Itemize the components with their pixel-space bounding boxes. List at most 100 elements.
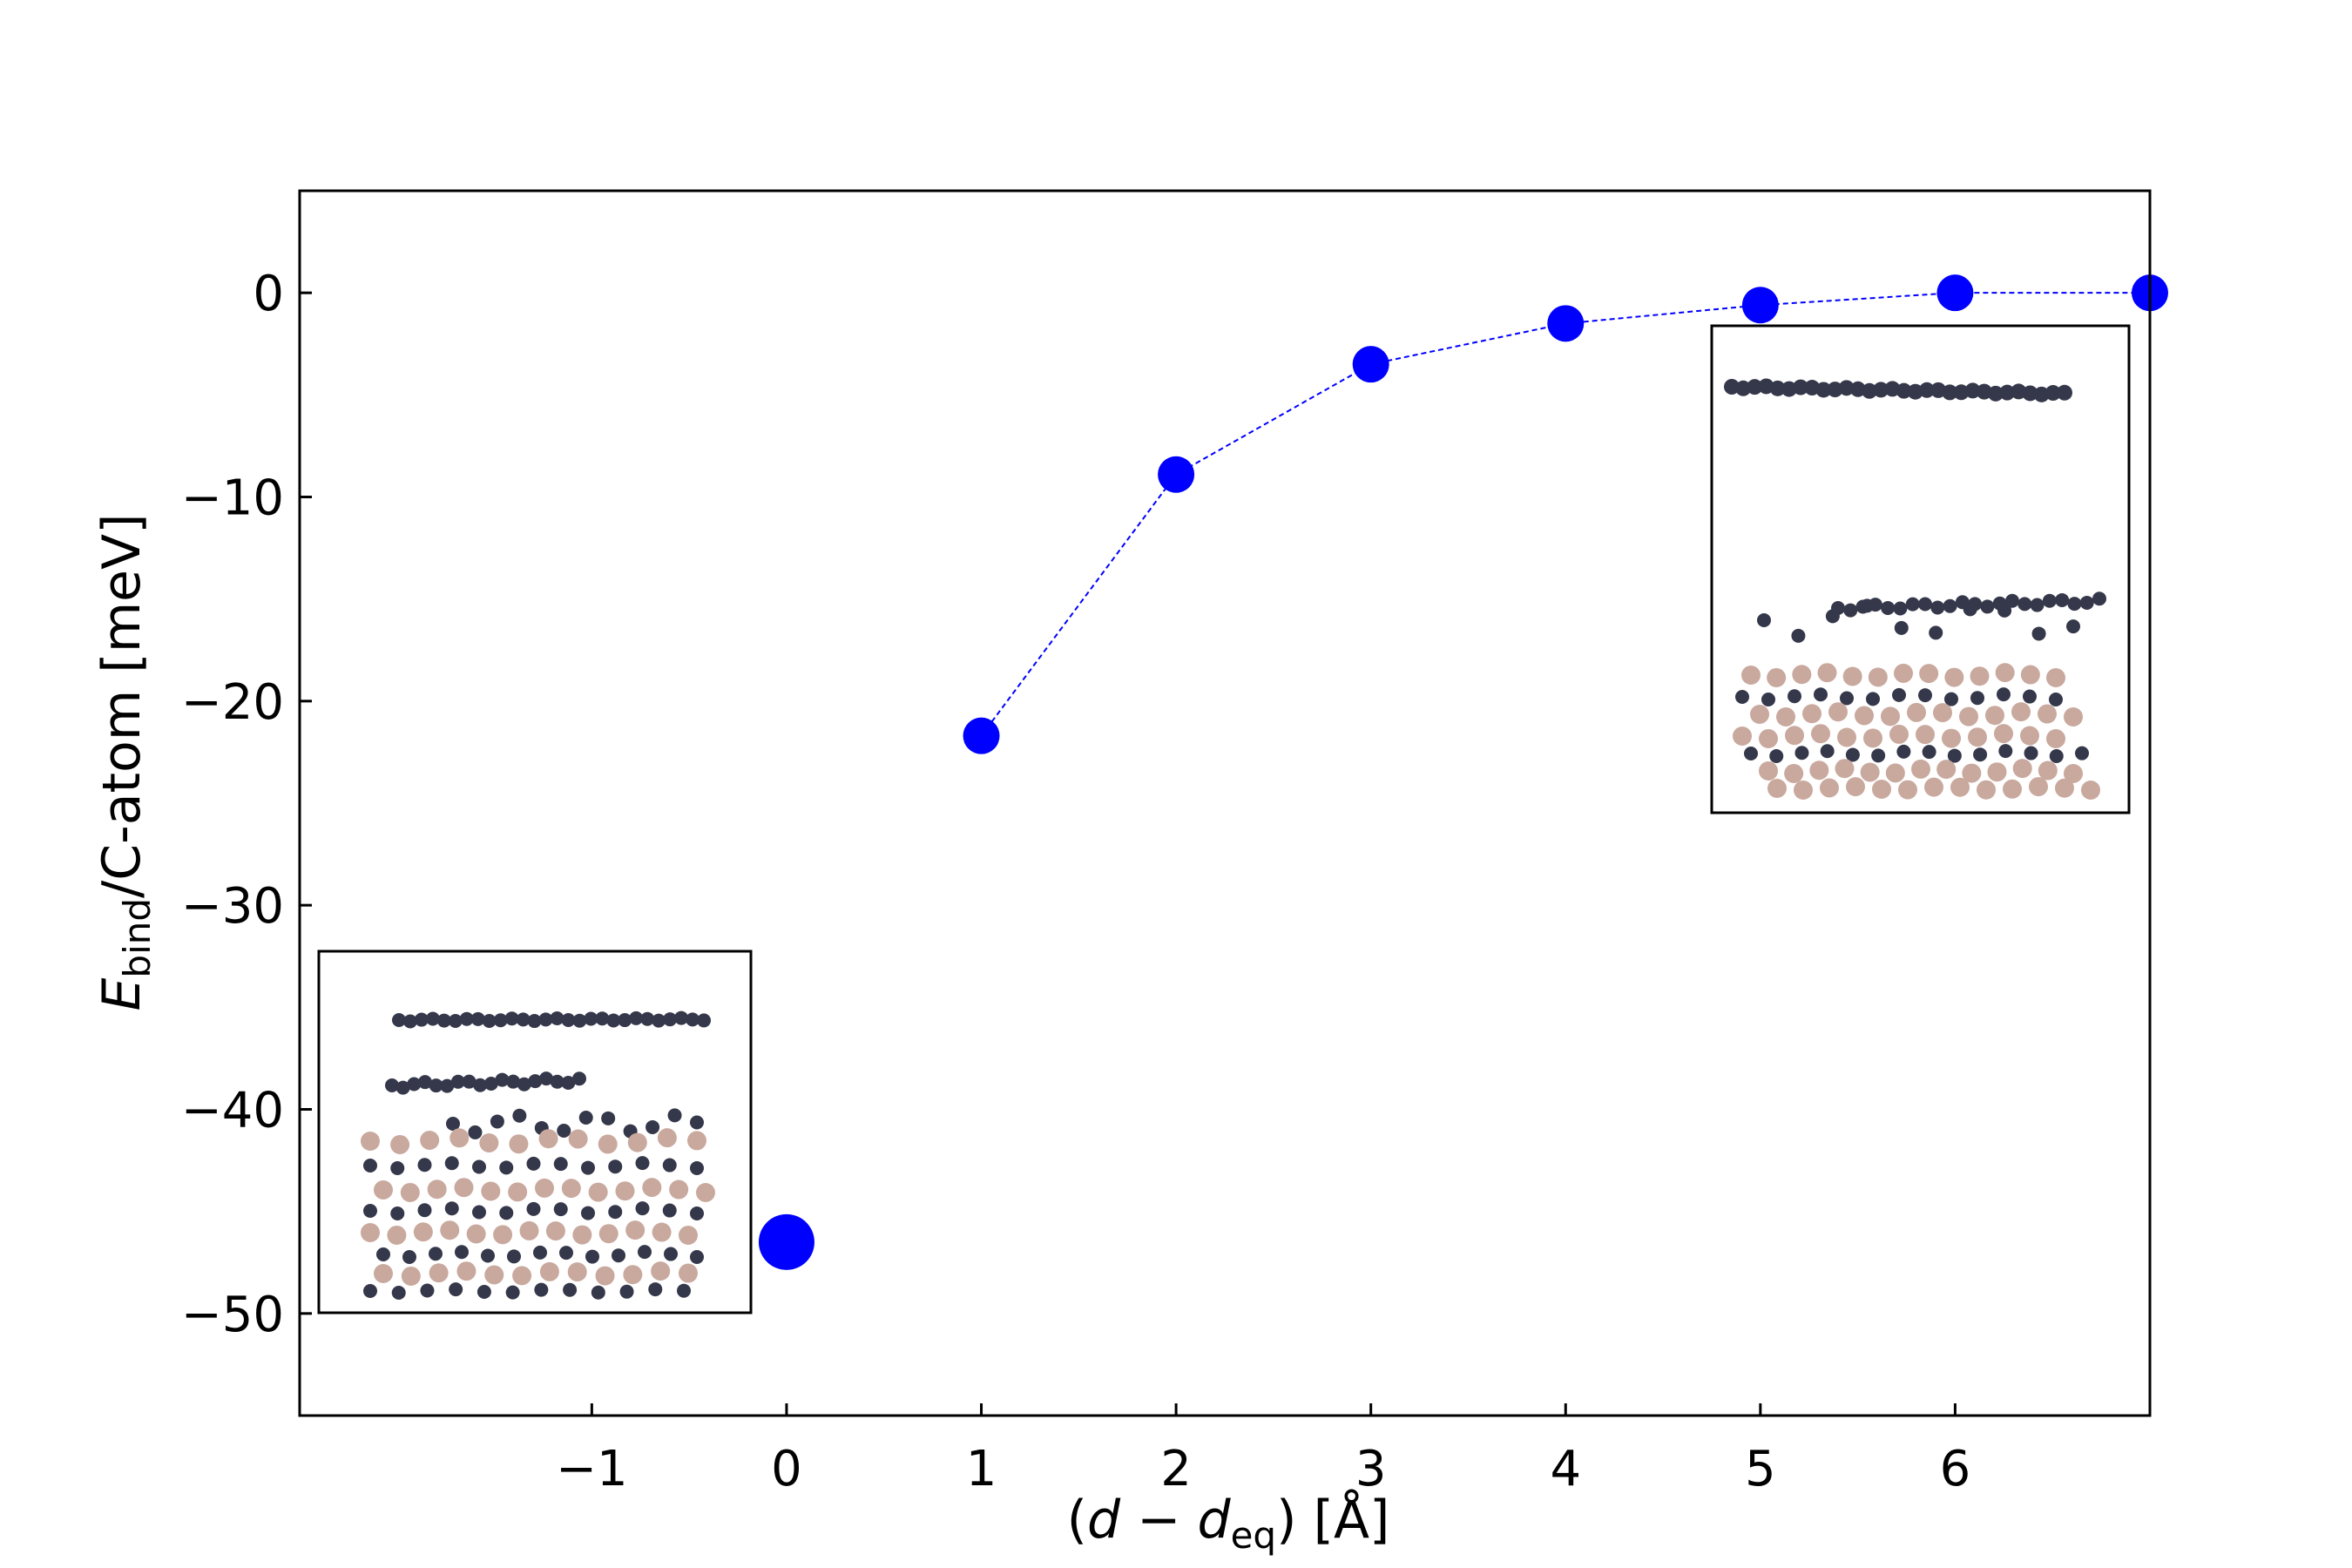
carbon-atom xyxy=(550,1011,564,1026)
data-point xyxy=(1936,274,1974,312)
carbon-atom xyxy=(450,1074,465,1089)
carbon-atom xyxy=(473,1078,488,1092)
substrate-atom xyxy=(493,1225,513,1245)
substrate-atom xyxy=(588,1182,608,1202)
plot-frame xyxy=(298,189,2152,1417)
carbon-atom xyxy=(635,1156,650,1171)
substrate-atom xyxy=(696,1182,715,1202)
carbon-atom xyxy=(640,1011,655,1026)
substrate-atom xyxy=(1828,702,1848,722)
carbon-atom xyxy=(2017,597,2032,612)
substrate-atom xyxy=(1924,777,1943,797)
carbon-atom xyxy=(662,1158,677,1173)
substrate-atom xyxy=(1919,664,1939,684)
carbon-atom xyxy=(612,1248,625,1263)
y-tick-label: −30 xyxy=(181,878,284,935)
substrate-atom xyxy=(615,1181,635,1201)
x-tick-label: 3 xyxy=(1355,1441,1387,1497)
substrate-atom xyxy=(390,1134,410,1154)
substrate-atom xyxy=(1811,724,1830,744)
substrate-atom xyxy=(545,1221,565,1241)
substrate-atom xyxy=(440,1220,460,1240)
substrate-atom xyxy=(2055,778,2074,798)
data-point xyxy=(1352,346,1389,383)
carbon-atom xyxy=(390,1206,405,1220)
carbon-atom xyxy=(417,1203,432,1218)
substrate-atom xyxy=(1881,706,1900,727)
carbon-atom xyxy=(392,1013,406,1027)
carbon-atom xyxy=(1825,609,1840,624)
carbon-atom xyxy=(578,1111,593,1125)
carbon-atom xyxy=(1943,598,1957,613)
carbon-atom xyxy=(363,1284,377,1298)
carbon-atom xyxy=(1892,687,1906,702)
substrate-atom xyxy=(1970,666,1990,686)
carbon-atom xyxy=(608,1205,623,1220)
substrate-atom xyxy=(595,1266,615,1286)
x-tick-label: 2 xyxy=(1160,1441,1192,1497)
carbon-atom xyxy=(1881,600,1896,615)
carbon-atom xyxy=(468,1125,483,1139)
carbon-atom xyxy=(444,1156,459,1171)
insets xyxy=(317,324,2131,1315)
carbon-atom xyxy=(499,1160,514,1175)
substrate-atom xyxy=(1733,727,1752,746)
y-tick-label: −40 xyxy=(181,1083,284,1139)
carbon-atom xyxy=(538,1012,553,1027)
carbon-atom xyxy=(1735,690,1749,704)
substrate-atom xyxy=(1837,727,1856,747)
carbon-atom xyxy=(483,1077,498,1092)
carbon-atom xyxy=(663,1012,678,1027)
carbon-atom xyxy=(629,1010,644,1025)
y-tick-label: −10 xyxy=(181,470,284,527)
substrate-atom xyxy=(1985,706,2004,726)
substrate-atom xyxy=(1759,761,1778,781)
substrate-atom xyxy=(1835,759,1855,779)
substrate-atom xyxy=(427,1179,447,1200)
substrate-atom xyxy=(2064,706,2083,727)
carbon-atom xyxy=(1757,613,1771,627)
carbon-atom xyxy=(476,1284,491,1299)
carbon-atom xyxy=(1820,744,1835,759)
carbon-atom xyxy=(1744,747,1758,760)
substrate-atom xyxy=(2046,728,2065,748)
carbon-atom xyxy=(2022,385,2038,402)
carbon-atom xyxy=(559,1246,573,1260)
substrate-atom xyxy=(1898,780,1917,800)
ticks: −1 0 1 2 3 4 5 60−10−20−30−40−50 xyxy=(181,266,1970,1497)
substrate-atom xyxy=(687,1131,706,1151)
substrate-atom xyxy=(479,1132,499,1152)
substrate-atom xyxy=(456,1261,476,1281)
substrate-atom xyxy=(627,1132,647,1152)
carbon-atom xyxy=(417,1075,432,1090)
substrate-atom xyxy=(1987,762,2007,782)
carbon-atom xyxy=(561,1012,576,1027)
substrate-atom xyxy=(598,1134,618,1154)
y-tick-label: −20 xyxy=(181,674,284,731)
substrate-atom xyxy=(652,1222,672,1242)
carbon-atom xyxy=(1987,385,2004,402)
carbon-atom xyxy=(572,1013,587,1028)
substrate-atom xyxy=(2038,760,2058,781)
substrate-atom xyxy=(1968,727,1987,747)
carbon-atom xyxy=(2031,626,2046,641)
substrate-atom xyxy=(1907,702,1926,722)
substrate-atom xyxy=(1863,728,1882,748)
substrate-atom xyxy=(1784,763,1804,783)
substrate-atom xyxy=(1977,780,1996,800)
data-point xyxy=(1547,305,1585,342)
carbon-atom xyxy=(2005,593,2019,608)
substrate-atom xyxy=(1995,663,2015,683)
carbon-atom xyxy=(677,1283,691,1298)
carbon-atom xyxy=(490,1114,504,1129)
carbon-atom xyxy=(1845,747,1860,762)
carbon-atom xyxy=(449,1282,463,1297)
carbon-atom xyxy=(1838,380,1855,396)
carbon-atom xyxy=(1894,620,1909,635)
carbon-atom xyxy=(1942,384,1958,401)
substrate-atom xyxy=(1802,704,1821,724)
carbon-atom xyxy=(455,1245,469,1260)
carbon-atom xyxy=(581,1206,595,1220)
carbon-atom xyxy=(553,1157,568,1172)
substrate-atom xyxy=(1894,663,1913,683)
